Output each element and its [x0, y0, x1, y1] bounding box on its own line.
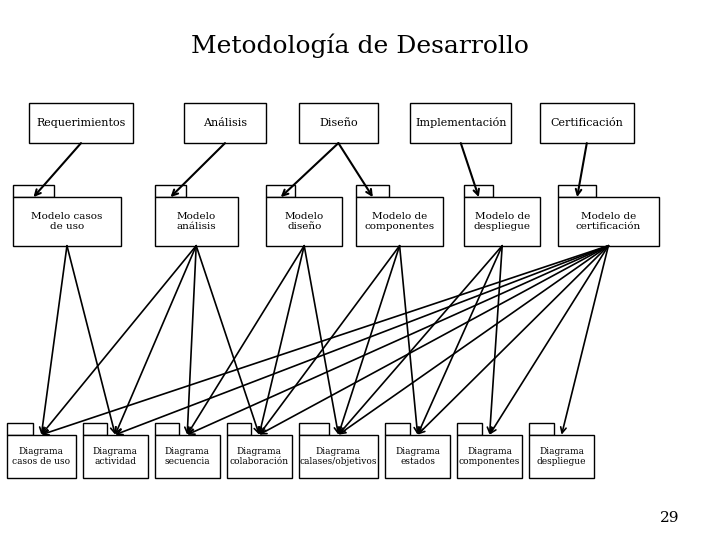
Bar: [410, 103, 511, 143]
Bar: [184, 103, 266, 143]
Text: Modelo de
componentes: Modelo de componentes: [364, 212, 435, 231]
Bar: [356, 185, 390, 197]
Bar: [155, 185, 186, 197]
Bar: [266, 197, 342, 246]
Bar: [155, 423, 179, 435]
Bar: [464, 197, 540, 246]
Text: Implementación: Implementación: [415, 117, 507, 129]
Bar: [227, 423, 251, 435]
Text: Modelo de
certificación: Modelo de certificación: [576, 212, 641, 231]
Bar: [457, 423, 482, 435]
Bar: [529, 435, 594, 478]
Bar: [299, 423, 329, 435]
Text: Diagrama
actividad: Diagrama actividad: [93, 447, 138, 466]
Text: Modelo casos
de uso: Modelo casos de uso: [31, 212, 103, 231]
Bar: [227, 435, 292, 478]
Bar: [299, 435, 378, 478]
Text: Requerimientos: Requerimientos: [36, 118, 126, 128]
Text: Modelo
análisis: Modelo análisis: [176, 212, 216, 231]
Bar: [356, 197, 443, 246]
Bar: [7, 423, 33, 435]
Bar: [29, 103, 133, 143]
Bar: [266, 185, 295, 197]
Bar: [83, 435, 148, 478]
Text: Modelo de
despliegue: Modelo de despliegue: [474, 212, 531, 231]
Text: 29: 29: [660, 511, 680, 525]
Bar: [558, 197, 659, 246]
Text: Análisis: Análisis: [203, 118, 247, 128]
Text: Diagrama
estados: Diagrama estados: [395, 447, 440, 466]
Bar: [540, 103, 634, 143]
Bar: [7, 435, 76, 478]
Bar: [13, 197, 121, 246]
Bar: [299, 103, 378, 143]
Text: Modelo
diseño: Modelo diseño: [284, 212, 324, 231]
Text: Diagrama
componentes: Diagrama componentes: [459, 447, 521, 466]
Bar: [155, 435, 220, 478]
Bar: [457, 435, 522, 478]
Bar: [155, 197, 238, 246]
Bar: [385, 423, 410, 435]
Text: Diagrama
colaboración: Diagrama colaboración: [230, 447, 289, 466]
Text: Diagrama
despliegue: Diagrama despliegue: [537, 447, 586, 466]
Bar: [13, 185, 54, 197]
Text: Diagrama
casos de uso: Diagrama casos de uso: [12, 447, 71, 466]
Text: Metodología de Desarrollo: Metodología de Desarrollo: [191, 33, 529, 58]
Text: Certificación: Certificación: [550, 118, 624, 128]
Bar: [464, 185, 493, 197]
Bar: [529, 423, 554, 435]
Text: Diagrama
secuencia: Diagrama secuencia: [164, 447, 210, 466]
Bar: [385, 435, 450, 478]
Bar: [83, 423, 107, 435]
Bar: [558, 185, 596, 197]
Text: Diseño: Diseño: [319, 118, 358, 128]
Text: Diagrama
calases/objetivos: Diagrama calases/objetivos: [300, 447, 377, 466]
